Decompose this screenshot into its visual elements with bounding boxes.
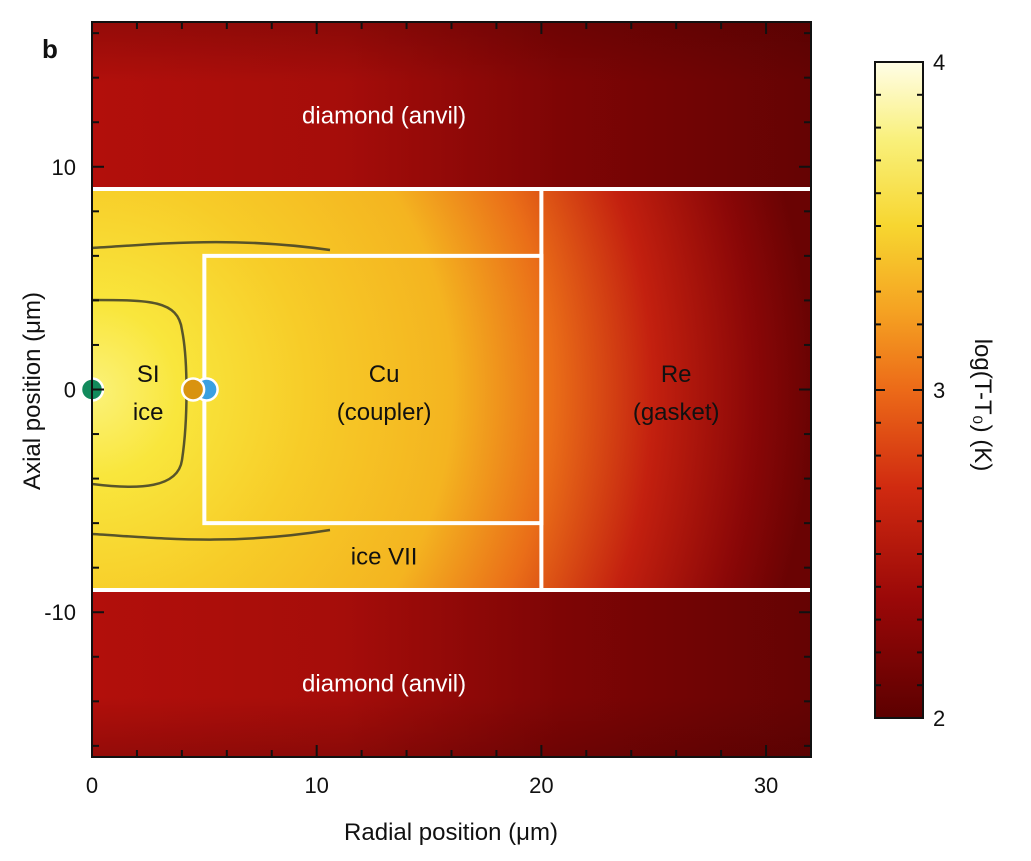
region-label: Re — [661, 361, 692, 388]
x-tick-label: 10 — [304, 773, 328, 798]
y-tick-label: 0 — [64, 378, 76, 403]
colorbar-tick-label: 3 — [933, 378, 945, 403]
x-axis-ticks: 0 10 20 30 — [86, 22, 812, 798]
region-label: Cu — [369, 361, 400, 388]
data-marker — [180, 377, 206, 402]
contour-outer-bottom — [92, 528, 331, 541]
x-tick-label: 0 — [86, 773, 98, 798]
region-label: (gasket) — [633, 399, 720, 426]
y-axis-title: Axial position (μm) — [19, 292, 46, 490]
colorbar-title: log(T-T₀) (K) — [969, 339, 996, 472]
x-tick-label: 30 — [754, 773, 778, 798]
colorbar-tick-label: 4 — [933, 50, 945, 75]
region-label: (coupler) — [337, 399, 432, 426]
region-label: ice VII — [351, 544, 418, 571]
region-label: diamond (anvil) — [302, 103, 466, 130]
region-label: SI — [137, 361, 160, 388]
y-tick-label: -10 — [44, 600, 76, 625]
y-tick-label: 10 — [52, 155, 76, 180]
x-axis-title: Radial position (μm) — [344, 819, 558, 846]
colorbar: 2 3 4 log(T-T₀) (K) — [874, 50, 996, 731]
region-label: diamond (anvil) — [302, 671, 466, 698]
panel-letter: b — [42, 34, 58, 64]
region-label: ice — [133, 399, 164, 426]
contour-outer-top — [92, 240, 331, 252]
colorbar-ticks: 2 3 4 — [875, 50, 945, 731]
region-labels: diamond (anvil) SI ice Cu (coupler) Re (gasket… — [133, 103, 720, 698]
anvil-top-shade — [92, 22, 811, 82]
anvil-bottom-shade — [92, 697, 811, 757]
colorbar-tick-label: 2 — [933, 706, 945, 731]
heatmap-plot: diamond (anvil) SI ice Cu (coupler) Re (gasket… — [44, 21, 812, 798]
x-tick-label: 20 — [529, 773, 553, 798]
y-axis-ticks: -10 0 10 — [44, 32, 811, 747]
